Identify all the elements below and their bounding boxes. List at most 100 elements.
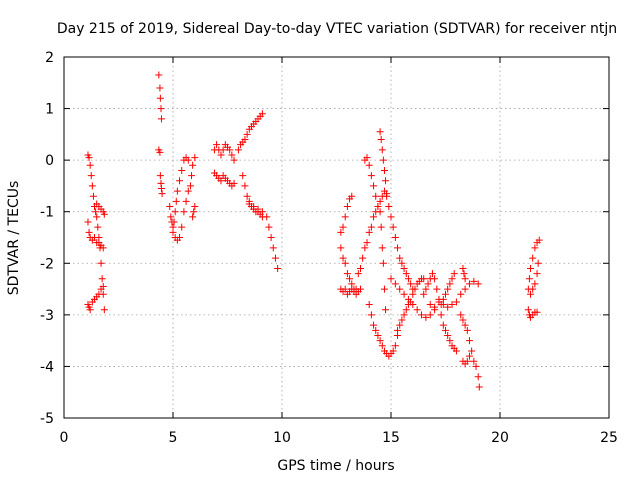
data-point <box>217 177 225 185</box>
data-point <box>418 311 426 319</box>
axis-ticks: 0 5 10 15 20 25 -5 -4 -3 -2 -1 0 1 2 <box>40 50 618 446</box>
data-point <box>250 203 258 211</box>
data-point <box>157 185 165 193</box>
data-point <box>444 331 452 339</box>
data-point <box>226 146 234 154</box>
data-point <box>465 337 473 345</box>
data-point <box>176 234 184 241</box>
data-point <box>470 277 478 285</box>
data-point <box>184 156 192 164</box>
data-point <box>391 280 399 288</box>
data-point <box>396 321 404 329</box>
y-tick-label: -5 <box>40 411 54 427</box>
data-point <box>191 154 199 162</box>
y-tick-label: -3 <box>40 308 54 324</box>
data-point <box>157 115 165 123</box>
data-point <box>337 244 345 252</box>
data-point <box>374 331 382 339</box>
data-point <box>378 342 386 350</box>
data-point <box>465 352 473 360</box>
data-point <box>99 244 107 252</box>
data-point <box>394 326 402 334</box>
data-point <box>341 213 349 221</box>
data-point <box>409 290 417 298</box>
data-point <box>189 161 197 169</box>
data-point <box>84 218 92 226</box>
data-point <box>98 275 106 283</box>
data-point <box>439 321 447 329</box>
data-point <box>389 347 397 355</box>
data-point <box>93 213 101 221</box>
data-point <box>363 239 371 247</box>
data-point <box>531 244 539 252</box>
data-point <box>535 236 543 244</box>
data-point <box>413 306 421 314</box>
data-point <box>444 285 452 293</box>
data-point <box>400 311 408 319</box>
data-point <box>474 280 482 288</box>
data-point <box>404 295 412 303</box>
data-point <box>380 285 388 293</box>
data-point <box>396 254 404 262</box>
data-point <box>85 154 93 162</box>
data-point <box>525 275 533 283</box>
data-point <box>86 306 94 314</box>
data-point <box>263 213 271 221</box>
data-point <box>533 270 541 278</box>
data-point <box>378 244 386 252</box>
data-point <box>158 190 166 198</box>
data-point <box>385 203 393 211</box>
data-point <box>186 182 194 190</box>
data-point <box>377 136 385 144</box>
data-point <box>527 290 535 298</box>
data-point <box>439 301 447 309</box>
data-point <box>274 264 282 272</box>
y-tick-label: 1 <box>45 102 54 118</box>
data-point <box>446 337 454 345</box>
data-point <box>404 275 412 283</box>
data-point <box>407 280 415 288</box>
data-point <box>367 172 375 180</box>
data-point <box>243 192 251 200</box>
data-point <box>374 203 382 211</box>
data-point <box>428 270 436 278</box>
data-point <box>426 311 434 319</box>
data-point <box>383 192 391 200</box>
data-point <box>376 197 384 205</box>
data-point <box>85 228 93 236</box>
data-point <box>420 275 428 283</box>
data-point <box>92 208 100 216</box>
data-point <box>167 213 175 221</box>
x-tick-label: 5 <box>169 430 178 446</box>
data-point <box>86 161 94 169</box>
data-point <box>529 254 537 262</box>
data-point <box>391 234 399 241</box>
data-point <box>376 208 384 216</box>
data-point <box>337 228 345 236</box>
data-point <box>343 203 351 211</box>
y-tick-label: -4 <box>40 359 54 375</box>
data-point <box>234 146 242 154</box>
data-point <box>213 141 221 149</box>
data-point <box>258 208 266 216</box>
data-point <box>533 308 541 316</box>
data-point <box>450 270 458 278</box>
data-point <box>372 192 380 200</box>
data-point <box>527 264 535 272</box>
data-point <box>269 244 277 252</box>
data-point <box>378 146 386 154</box>
data-point <box>459 264 467 272</box>
data-point <box>87 172 95 180</box>
y-tick-label: -1 <box>40 205 54 221</box>
data-point <box>461 285 469 293</box>
data-point <box>452 298 460 306</box>
data-point <box>461 275 469 283</box>
data-point <box>267 234 275 241</box>
data-point <box>176 177 184 185</box>
data-point <box>457 311 465 319</box>
data-point <box>463 326 471 334</box>
data-point <box>156 94 164 102</box>
data-point <box>189 213 197 221</box>
grid <box>64 57 609 418</box>
data-point <box>180 208 188 216</box>
